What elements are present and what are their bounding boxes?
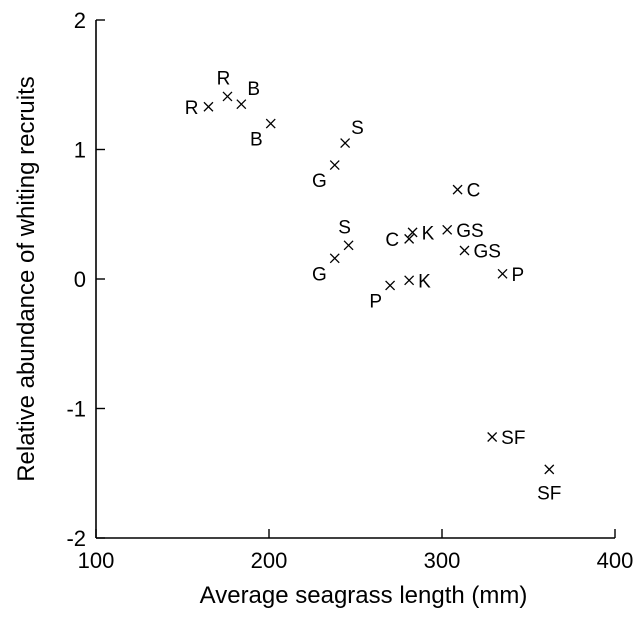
y-tick-label: 0: [74, 267, 86, 292]
point-label: G: [312, 171, 327, 192]
y-axis-label: Relative abundance of whiting recruits: [13, 76, 40, 482]
marker-stroke: [459, 245, 470, 256]
point-label: C: [385, 230, 399, 251]
marker-stroke: [340, 138, 351, 148]
data-point: K: [407, 223, 435, 244]
marker-stroke: [404, 233, 415, 244]
marker-stroke: [497, 268, 508, 279]
y-tick-label: -2: [66, 526, 86, 551]
data-point: GS: [442, 221, 484, 242]
x-tick-label: 300: [424, 548, 461, 573]
point-label: GS: [456, 221, 483, 242]
x-tick-label: 400: [597, 548, 634, 573]
marker-stroke: [343, 240, 354, 251]
marker-stroke: [544, 464, 555, 475]
data-point: B: [236, 79, 260, 110]
point-label: C: [467, 181, 481, 202]
marker-stroke: [203, 101, 214, 112]
marker-stroke: [329, 160, 340, 170]
point-label: R: [217, 68, 231, 89]
point-label: K: [418, 271, 431, 292]
data-point: G: [312, 253, 340, 285]
point-label: P: [512, 265, 525, 286]
point-label: SF: [501, 428, 525, 449]
data-point: B: [250, 118, 276, 151]
point-label: S: [351, 118, 364, 139]
point-label: P: [369, 291, 382, 312]
marker-stroke: [385, 280, 396, 291]
data-point: G: [312, 160, 340, 192]
marker-stroke: [222, 91, 233, 102]
x-tick-label: 200: [251, 548, 288, 573]
data-point: SF: [487, 428, 525, 449]
ticks: 100 200 300 400 -2 -1 0 1 2: [66, 8, 633, 573]
point-label: K: [422, 223, 435, 244]
y-tick-label: 2: [74, 8, 86, 33]
data-point: R: [217, 68, 233, 102]
marker-stroke: [407, 227, 418, 238]
point-label: G: [312, 264, 327, 285]
axes: [95, 20, 615, 539]
data-point: SF: [537, 464, 561, 504]
y-tick-label: -1: [66, 397, 86, 422]
marker-stroke: [452, 184, 463, 195]
point-label: R: [185, 98, 199, 119]
marker-stroke: [442, 224, 453, 235]
marker-stroke: [404, 275, 415, 286]
marker-stroke: [236, 99, 247, 110]
data-point: R: [185, 98, 214, 119]
x-tick-label: 100: [78, 548, 115, 573]
data-point: C: [385, 230, 415, 251]
point-label: B: [250, 130, 263, 151]
marker-stroke: [329, 253, 340, 264]
data-point: K: [404, 271, 431, 292]
y-tick-label: 1: [74, 138, 86, 163]
data-point: P: [497, 265, 525, 286]
marker-stroke: [265, 118, 276, 129]
point-label: B: [247, 79, 260, 100]
data-point: C: [452, 181, 481, 202]
point-label: SF: [537, 483, 561, 504]
marker-stroke: [487, 432, 498, 442]
x-axis-label: Average seagrass length (mm): [200, 582, 528, 609]
point-label: GS: [473, 242, 500, 263]
data-point: P: [369, 280, 396, 312]
data-point: S: [338, 217, 354, 251]
data-point: GS: [459, 242, 501, 263]
point-label: S: [338, 217, 351, 238]
data-point: S: [340, 118, 364, 148]
